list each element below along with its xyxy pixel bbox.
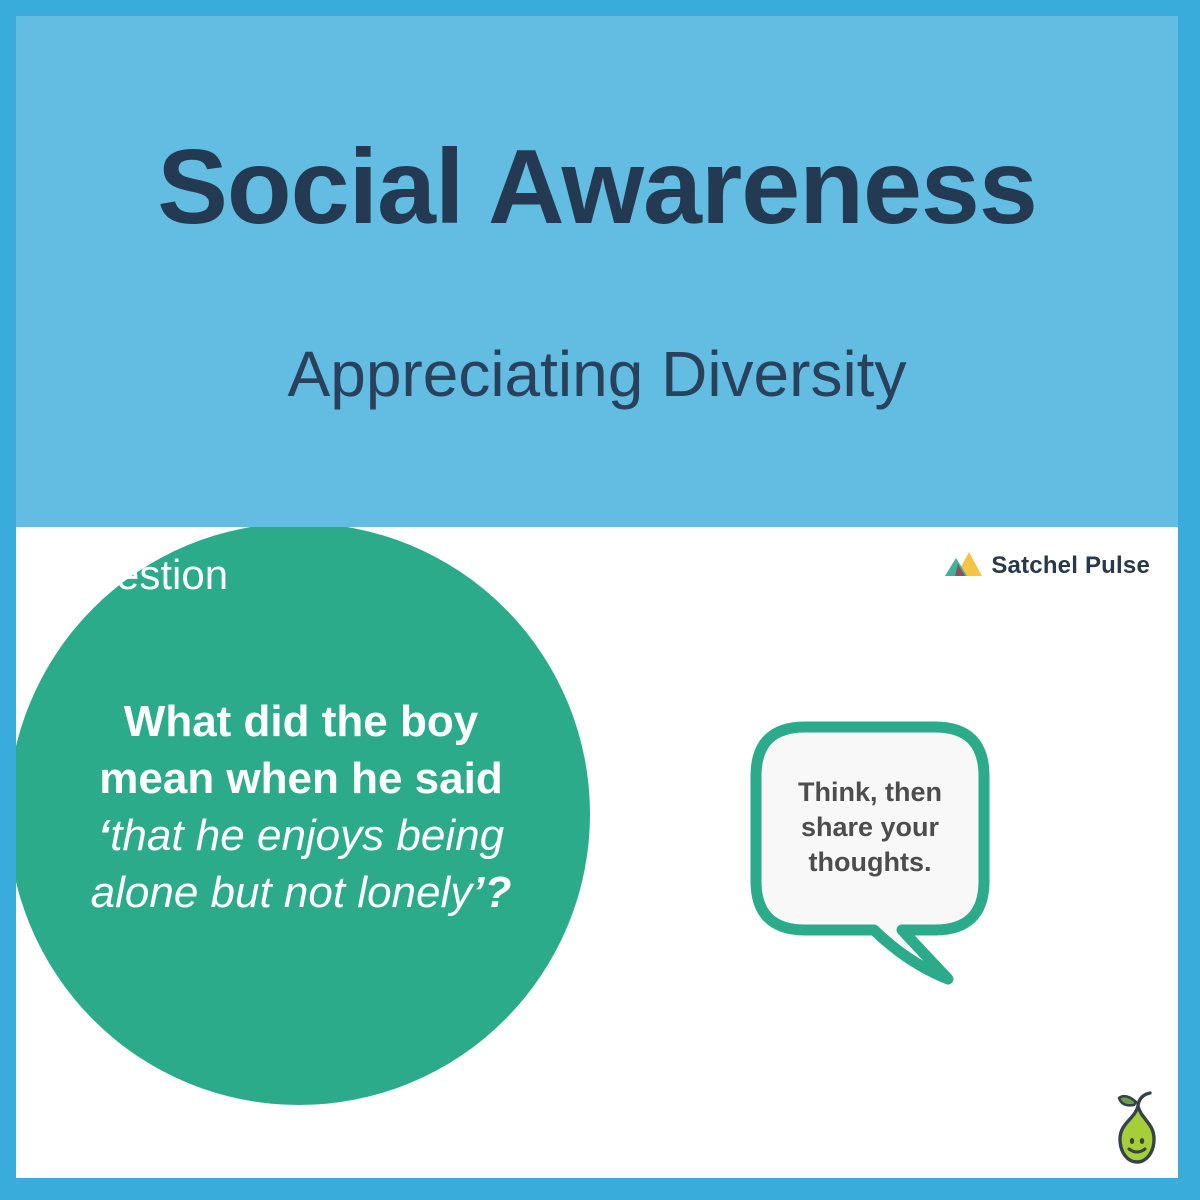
speech-bubble: Think, then share your thoughts.	[750, 721, 1002, 993]
close-quote-question-mark: ’?	[472, 868, 512, 917]
question-line-4-text: alone but not lonely	[90, 868, 473, 917]
question-circle	[16, 527, 590, 1105]
brand-logo: Satchel Pulse	[944, 549, 1150, 582]
content-card: Question What did the boy mean when he s…	[16, 527, 1178, 1178]
header-band: Social Awareness Appreciating Diversity	[16, 16, 1178, 527]
brand-name: Satchel Pulse	[991, 551, 1150, 579]
question-line-2: mean when he said	[99, 754, 503, 803]
speech-bubble-outline-icon	[750, 721, 990, 985]
bubble-line-2: share your	[800, 812, 940, 842]
question-text: What did the boy mean when he said ‘that…	[18, 693, 584, 921]
pear-mascot-icon	[1112, 1089, 1162, 1170]
open-quote: ‘	[97, 811, 111, 860]
slide-title: Social Awareness	[157, 128, 1038, 246]
slide-subtitle: Appreciating Diversity	[287, 338, 907, 410]
bubble-line-1: Think, then	[798, 777, 942, 807]
speech-bubble-text: Think, then share your thoughts.	[750, 775, 990, 880]
bubble-line-3: thoughts.	[808, 847, 932, 877]
question-section-label: Question	[60, 551, 229, 598]
satchel-pulse-mountains-icon	[944, 549, 983, 582]
question-line-3-text: that he enjoys being	[110, 811, 505, 860]
question-line-3: ‘that he enjoys being	[18, 807, 584, 864]
question-line-4: alone but not lonely’?	[18, 864, 584, 921]
question-line-1: What did the boy	[123, 697, 479, 746]
